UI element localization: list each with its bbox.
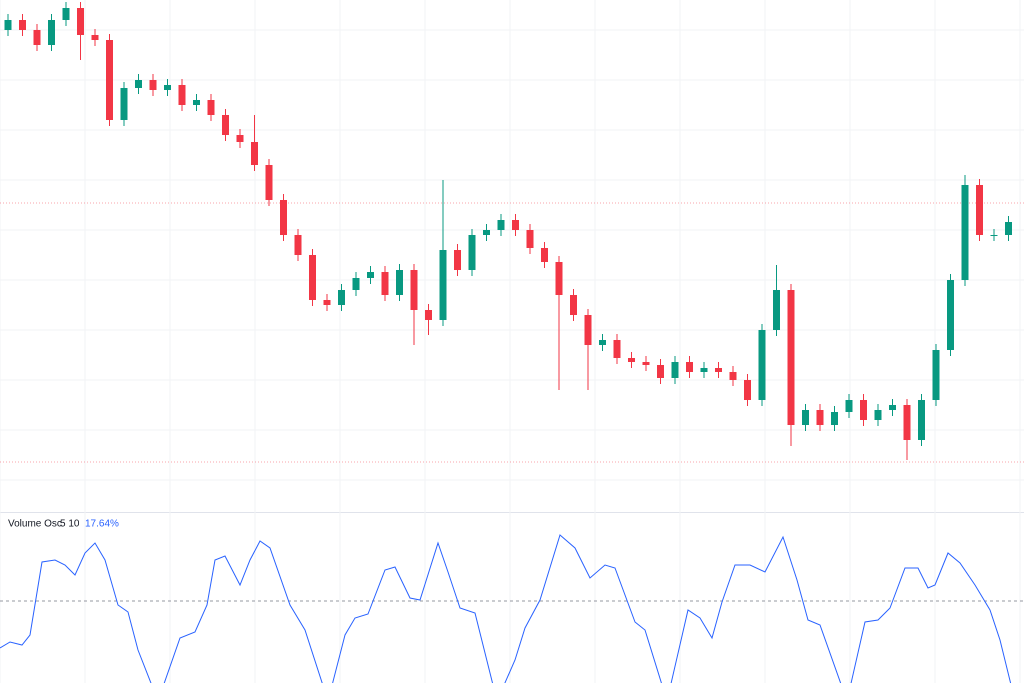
candle-body xyxy=(671,362,679,378)
candle-body xyxy=(845,400,853,412)
candle-body xyxy=(918,400,925,440)
candle-body xyxy=(77,8,84,35)
candle-body xyxy=(932,350,940,400)
candle-body xyxy=(758,330,766,400)
candle-body xyxy=(410,270,418,310)
candle-body xyxy=(468,235,476,270)
candle-body xyxy=(120,88,128,120)
candle-body xyxy=(454,250,461,270)
candle-body xyxy=(178,85,186,105)
candle-body xyxy=(860,400,867,420)
candle-body xyxy=(367,272,374,278)
candle-body xyxy=(816,410,824,425)
candle-body xyxy=(787,290,795,425)
candle-body xyxy=(381,272,389,295)
candle-body xyxy=(729,372,737,380)
candle-body xyxy=(135,80,142,88)
candle-body xyxy=(222,115,229,135)
candle-body xyxy=(193,100,200,105)
candle-body xyxy=(700,368,708,372)
candle-body xyxy=(207,100,215,115)
candle-body xyxy=(4,20,12,30)
candle-body xyxy=(352,278,360,290)
candle-body xyxy=(802,410,809,425)
candle-body xyxy=(570,295,577,315)
indicator-params: 5 10 xyxy=(60,519,80,530)
candle-body xyxy=(947,280,954,350)
candle-body xyxy=(294,235,302,255)
candle-body xyxy=(657,365,664,378)
candle-body xyxy=(1005,222,1012,235)
candle-body xyxy=(62,8,70,20)
candle-body xyxy=(251,142,258,165)
candle-body xyxy=(889,405,896,410)
candle-body xyxy=(425,310,432,320)
candle-body xyxy=(715,368,722,372)
indicator-name: Volume Osc xyxy=(8,519,62,530)
candle-body xyxy=(584,315,592,345)
candle-body xyxy=(91,35,99,40)
candle-body xyxy=(613,340,621,358)
candle-body xyxy=(961,185,969,280)
candle-body xyxy=(903,405,911,440)
candle-body xyxy=(396,270,403,295)
candle-body xyxy=(236,135,244,142)
candle-body xyxy=(555,262,563,295)
candle-body xyxy=(541,248,548,262)
candle-body xyxy=(686,362,693,372)
candle-body xyxy=(164,85,171,90)
candle-body xyxy=(831,412,838,425)
indicator-value: 17.64% xyxy=(85,519,119,530)
candle-body xyxy=(323,300,331,305)
candle-body xyxy=(874,410,882,420)
candle-body xyxy=(642,362,650,365)
candle-body xyxy=(990,235,998,236)
candle-body xyxy=(439,250,447,320)
candle-body xyxy=(526,230,534,248)
candle-body xyxy=(773,290,780,330)
candle-body xyxy=(338,290,345,305)
candle-body xyxy=(599,340,606,345)
candle-body xyxy=(265,165,273,200)
candle-body xyxy=(48,20,55,45)
candle-body xyxy=(744,380,751,400)
candle-body xyxy=(149,80,157,90)
candle-body xyxy=(280,200,287,235)
oscillator-group xyxy=(0,534,1012,683)
candle-body xyxy=(512,220,519,230)
oscillator-line xyxy=(0,534,1012,683)
candle-body xyxy=(483,230,490,235)
candle-body xyxy=(106,40,113,120)
candle-body xyxy=(976,185,983,235)
candle-body xyxy=(309,255,316,300)
candle-body xyxy=(497,220,505,230)
candle-body xyxy=(628,358,635,362)
candle-body xyxy=(33,30,41,45)
candle-body xyxy=(19,20,26,30)
